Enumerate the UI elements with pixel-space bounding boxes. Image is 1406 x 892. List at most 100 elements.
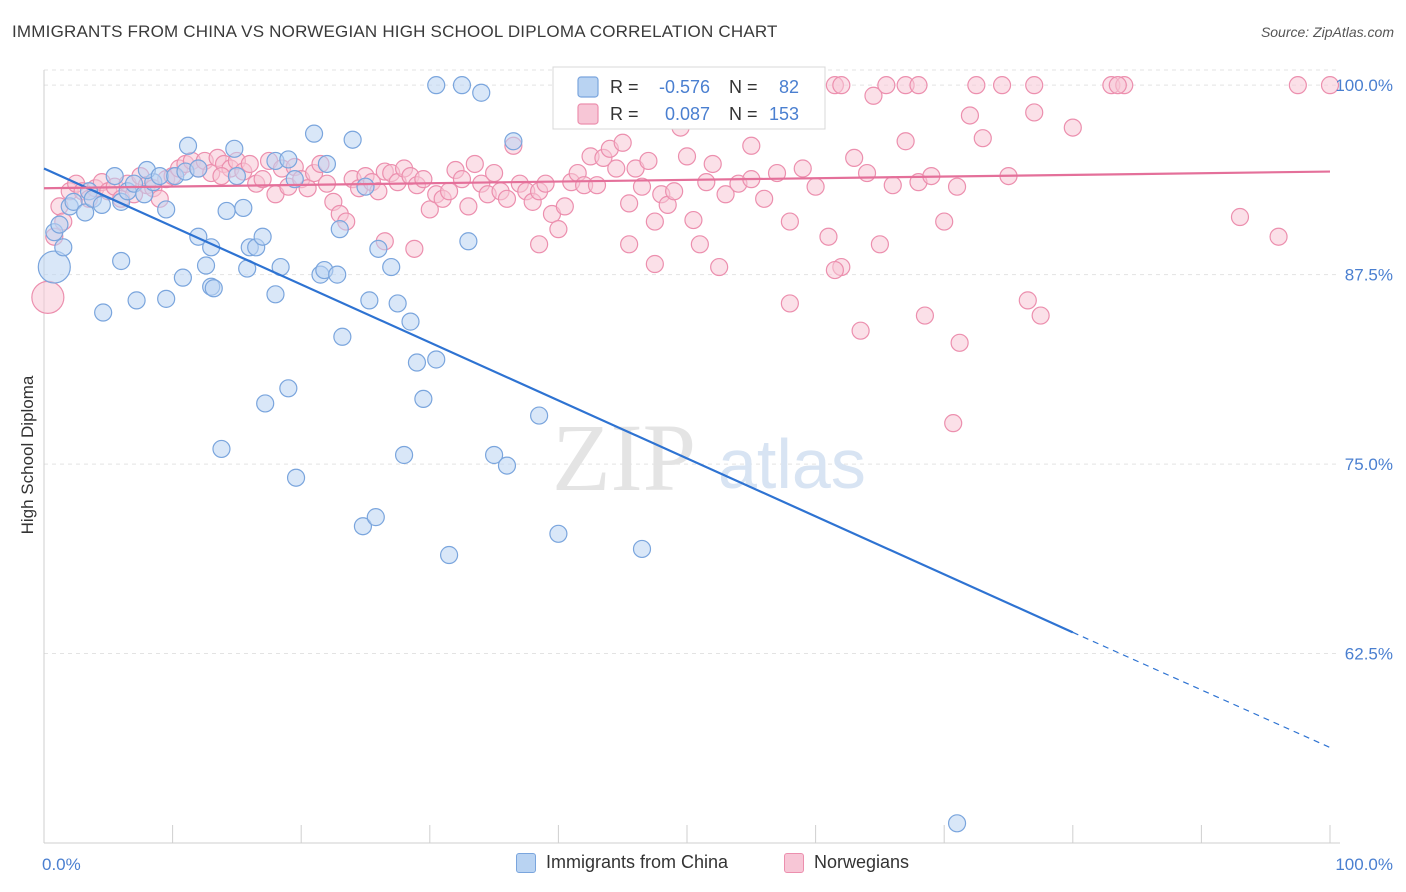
bottom-legend: Immigrants from China Norwegians — [0, 850, 1406, 880]
y-tick-label-0: 62.5% — [1345, 645, 1393, 664]
stats-n-label-1: N = — [729, 104, 758, 124]
watermark-zip: ZIP — [552, 404, 696, 511]
point-pink-67 — [465, 154, 484, 174]
x-tick-label-1: 100.0% — [1335, 855, 1393, 874]
trendline-china — [43, 167, 1074, 634]
point-blue-68 — [360, 291, 379, 310]
point-pink-91 — [620, 194, 639, 213]
point-blue-66 — [328, 265, 347, 284]
point-blue-0 — [37, 250, 71, 284]
stats-r-value-1: 0.087 — [665, 104, 710, 124]
point-blue-45 — [407, 353, 427, 372]
tick-labels: 62.5% 75.0% 87.5% 100.0% 0.0% 100.0% — [42, 76, 1393, 874]
legend-label-china: Immigrants from China — [546, 852, 729, 872]
legend-swatch-china — [516, 852, 536, 873]
point-pink-137 — [620, 235, 639, 254]
point-blue-28 — [234, 198, 253, 218]
point-pink-147 — [944, 414, 963, 433]
stats-r-label-1: R = — [610, 104, 639, 124]
point-pink-109 — [767, 163, 787, 183]
point-blue-6 — [76, 203, 95, 222]
stats-swatch-blue — [577, 76, 599, 98]
series-norwegians — [31, 76, 1340, 433]
point-blue-49 — [452, 76, 472, 95]
point-blue-46 — [414, 389, 433, 409]
y-tick-label-3: 100.0% — [1335, 76, 1393, 95]
point-pink-123 — [947, 177, 967, 196]
point-blue-63 — [266, 285, 285, 304]
legend-item-china[interactable]: Immigrants from China — [516, 852, 728, 873]
point-pink-142 — [851, 321, 870, 340]
point-blue-78 — [497, 456, 517, 475]
point-pink-115 — [845, 148, 864, 168]
point-pink-108 — [755, 189, 774, 208]
point-pink-60 — [420, 200, 439, 219]
point-blue-48 — [427, 76, 446, 95]
legend-label-norwegians: Norwegians — [814, 852, 910, 872]
chart-title: IMMIGRANTS FROM CHINA VS NORWEGIAN HIGH … — [12, 22, 778, 41]
point-pink-89 — [607, 159, 626, 178]
source-label: Source: ZipAtlas.com — [1260, 24, 1394, 40]
point-blue-18 — [157, 200, 176, 219]
point-blue-53 — [530, 406, 549, 425]
point-blue-27 — [227, 166, 246, 186]
series-immigrants-from-china — [37, 76, 967, 833]
point-blue-3 — [54, 238, 73, 257]
point-pink-32 — [240, 154, 259, 174]
point-blue-81 — [947, 814, 967, 833]
watermark: ZIP atlas — [552, 404, 866, 511]
point-blue-44 — [401, 312, 420, 331]
point-blue-55 — [94, 303, 113, 322]
point-blue-50 — [459, 232, 478, 251]
point-pink-144 — [950, 333, 969, 352]
point-pink-160 — [1108, 76, 1127, 95]
point-pink-100 — [677, 147, 697, 166]
point-pink-119 — [896, 132, 915, 151]
point-pink-94 — [639, 151, 658, 171]
point-pink-93 — [632, 177, 652, 196]
point-blue-51 — [472, 83, 491, 102]
point-pink-95 — [645, 212, 664, 231]
point-pink-80 — [549, 220, 568, 239]
point-pink-146 — [1031, 306, 1050, 325]
point-pink-104 — [703, 154, 722, 174]
point-blue-34 — [285, 170, 304, 189]
point-blue-75 — [394, 445, 414, 465]
point-blue-67 — [333, 327, 352, 346]
point-pink-81 — [555, 197, 574, 216]
point-blue-22 — [189, 159, 208, 178]
point-pink-90 — [613, 133, 632, 152]
axes — [43, 70, 1340, 844]
stats-r-label-0: R = — [610, 77, 639, 97]
point-blue-9 — [92, 195, 111, 214]
point-pink-143 — [915, 306, 935, 325]
point-blue-41 — [369, 239, 388, 258]
point-blue-77 — [485, 445, 504, 465]
point-pink-156 — [909, 76, 928, 95]
stats-swatch-pink — [577, 103, 599, 125]
stats-legend: R = -0.576 N = 82 R = 0.087 N = 153 — [552, 66, 826, 130]
point-pink-161 — [1288, 76, 1307, 95]
point-pink-122 — [935, 212, 954, 231]
point-blue-40 — [356, 177, 375, 196]
point-pink-59 — [414, 170, 433, 189]
trendlines — [43, 167, 1331, 749]
legend-item-norwegians[interactable]: Norwegians — [784, 852, 909, 873]
point-blue-39 — [343, 130, 362, 149]
point-pink-86 — [587, 176, 607, 195]
point-pink-65 — [452, 170, 472, 189]
point-pink-139 — [710, 257, 729, 277]
watermark-atlas: atlas — [718, 425, 866, 503]
point-pink-140 — [780, 294, 799, 313]
point-pink-128 — [1063, 118, 1082, 137]
point-blue-36 — [317, 154, 337, 174]
point-pink-63 — [439, 182, 459, 201]
point-pink-159 — [1025, 76, 1044, 95]
point-blue-76 — [439, 545, 459, 565]
point-pink-132 — [1269, 227, 1288, 246]
point-blue-74 — [366, 508, 385, 527]
point-pink-136 — [530, 235, 549, 254]
point-pink-125 — [973, 129, 992, 148]
point-pink-72 — [497, 189, 517, 208]
trendline-china-extension — [1072, 631, 1331, 749]
